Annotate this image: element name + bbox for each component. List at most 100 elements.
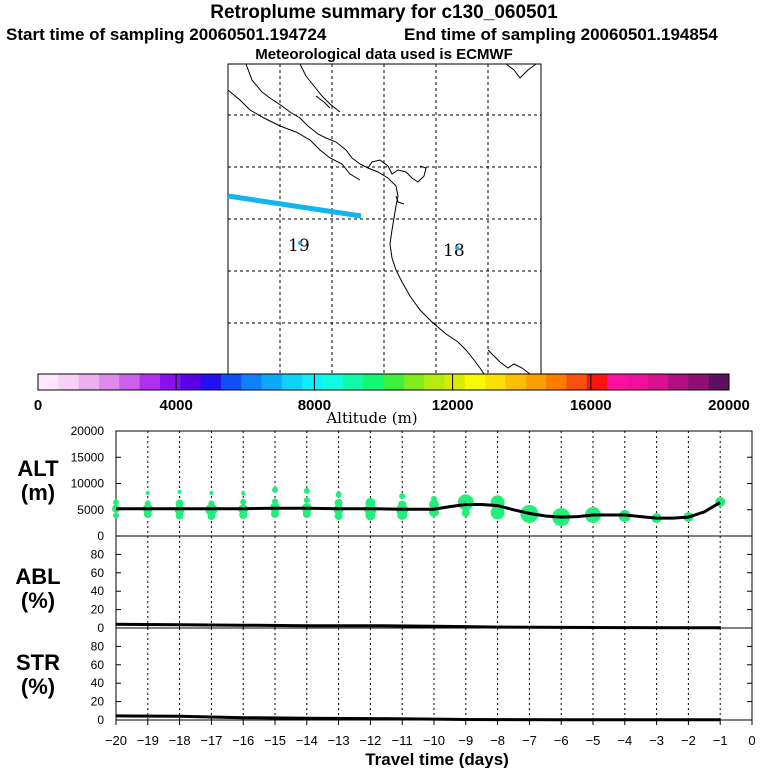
x-tick-label: −3 [649, 733, 664, 748]
y-tick-label: 20 [91, 603, 105, 617]
x-tick-label: −14 [296, 733, 318, 748]
colorbar-cell [464, 374, 486, 390]
altitude-dot [457, 494, 474, 511]
str-axis-unit: (%) [21, 674, 55, 699]
x-tick-label: −17 [200, 733, 222, 748]
y-tick-label: 40 [91, 676, 105, 690]
x-tick-label: −19 [137, 733, 159, 748]
colorbar-cell [546, 374, 567, 390]
map-panel: 19 18 [227, 63, 542, 375]
altitude-dot [431, 495, 437, 502]
colorbar-cell [220, 374, 242, 390]
altitude-dot [113, 499, 119, 506]
altitude-dot [272, 486, 278, 493]
colorbar-cell [688, 374, 710, 390]
colorbar-cell [566, 374, 588, 390]
altitude-dot [399, 493, 406, 500]
altitude-dot [461, 508, 470, 517]
abl-panel: 80 60 40 20 0 ABL (%) [15, 535, 753, 635]
altitude-dot [303, 497, 310, 504]
y-tick-label: 5000 [77, 503, 104, 517]
alt-panel: 20000 15000 10000 5000 0 ALT (m) [17, 424, 753, 543]
colorbar-cell [241, 374, 263, 390]
altitude-dot [209, 490, 214, 495]
colorbar-cell [607, 374, 628, 390]
abl-axis-unit: (%) [21, 588, 55, 613]
x-tick-label: −6 [554, 733, 569, 748]
y-tick-label: 10000 [71, 477, 105, 491]
altitude-dot [113, 512, 119, 519]
x-tick-label: −15 [264, 733, 286, 748]
alt-median-line [116, 501, 721, 520]
str-axis-label: STR [16, 650, 60, 675]
colorbar-tick-label: 0 [34, 397, 42, 414]
colorbar-cell [78, 374, 100, 390]
colorbar-cell [647, 374, 669, 390]
colorbar-cell [281, 374, 303, 390]
colorbar-cell [261, 374, 283, 390]
y-tick-label: 0 [97, 621, 104, 635]
altitude-dot [241, 491, 246, 496]
x-tick-label: −12 [359, 733, 381, 748]
x-tick-label: −18 [169, 733, 191, 748]
map-label-19: 19 [288, 236, 310, 256]
colorbar-cell [180, 374, 202, 390]
y-tick-label: 0 [97, 529, 104, 543]
map-point-19 [298, 241, 302, 245]
colorbar-cell [525, 374, 547, 390]
coastline [227, 63, 537, 375]
y-tick-label: 0 [97, 713, 104, 727]
altitude-dot [365, 497, 376, 508]
colorbar-tick-label: 16000 [570, 397, 612, 414]
colorbar-cell [708, 374, 730, 390]
colorbar-cell [586, 374, 608, 390]
alt-axis-unit: (m) [21, 480, 55, 505]
altitude-dot [208, 500, 215, 507]
start-time-label: Start time of sampling 20060501.194724 [6, 25, 327, 44]
map-label-18: 18 [443, 241, 465, 261]
met-data-label: Meteorological data used is ECMWF [255, 46, 513, 63]
altitude-dot [398, 500, 407, 509]
y-tick-label: 20 [91, 695, 105, 709]
abl-axis-label: ABL [15, 564, 60, 589]
colorbar-cell [444, 374, 466, 390]
altitude-dot [177, 489, 182, 494]
x-tick-label: −1 [713, 733, 728, 748]
trajectory-track [227, 193, 362, 219]
colorbar-cell [383, 374, 405, 390]
colorbar-tick-label: 8000 [298, 397, 331, 414]
colorbar-tick-label: 12000 [432, 397, 474, 414]
colorbar-cell [668, 374, 689, 390]
x-tick-label: −8 [490, 733, 505, 748]
colorbar-cell [159, 374, 181, 390]
x-tick-label: 0 [748, 733, 755, 748]
x-tick-label: −4 [617, 733, 632, 748]
altitude-colorbar: 0 4000 8000 12000 16000 20000 Altitude (m) [34, 373, 750, 427]
altitude-dot [175, 499, 184, 508]
colorbar-cell [627, 374, 649, 390]
end-time-label: End time of sampling 20060501.194854 [404, 25, 718, 44]
altitude-dot [334, 498, 343, 507]
colorbar-cell [302, 374, 324, 390]
y-tick-label: 60 [91, 658, 105, 672]
str-line [115, 714, 721, 722]
x-tick-label: −9 [458, 733, 473, 748]
colorbar-cell [200, 374, 222, 390]
colorbar-tick-label: 20000 [708, 397, 750, 414]
colorbar-tick-label: 4000 [160, 397, 193, 414]
y-tick-label: 40 [91, 584, 105, 598]
colorbar-cell [505, 374, 527, 390]
colorbar-cell [403, 374, 425, 390]
x-tick-label: −10 [423, 733, 445, 748]
colorbar-cell [119, 374, 141, 390]
colorbar-cell [38, 374, 59, 390]
x-tick-label: −2 [681, 733, 696, 748]
x-axis: −20 −19 −18 −17 −16 −15 −14 −13 −12 −11 −10 −9 −8 −7−… [105, 720, 756, 748]
abl-line [115, 622, 721, 630]
x-tick-label: −20 [105, 733, 127, 748]
colorbar-cell [98, 374, 120, 390]
colorbar-title: Altitude (m) [325, 409, 417, 427]
map-gridlines [228, 64, 541, 374]
altitude-dot [303, 487, 310, 494]
